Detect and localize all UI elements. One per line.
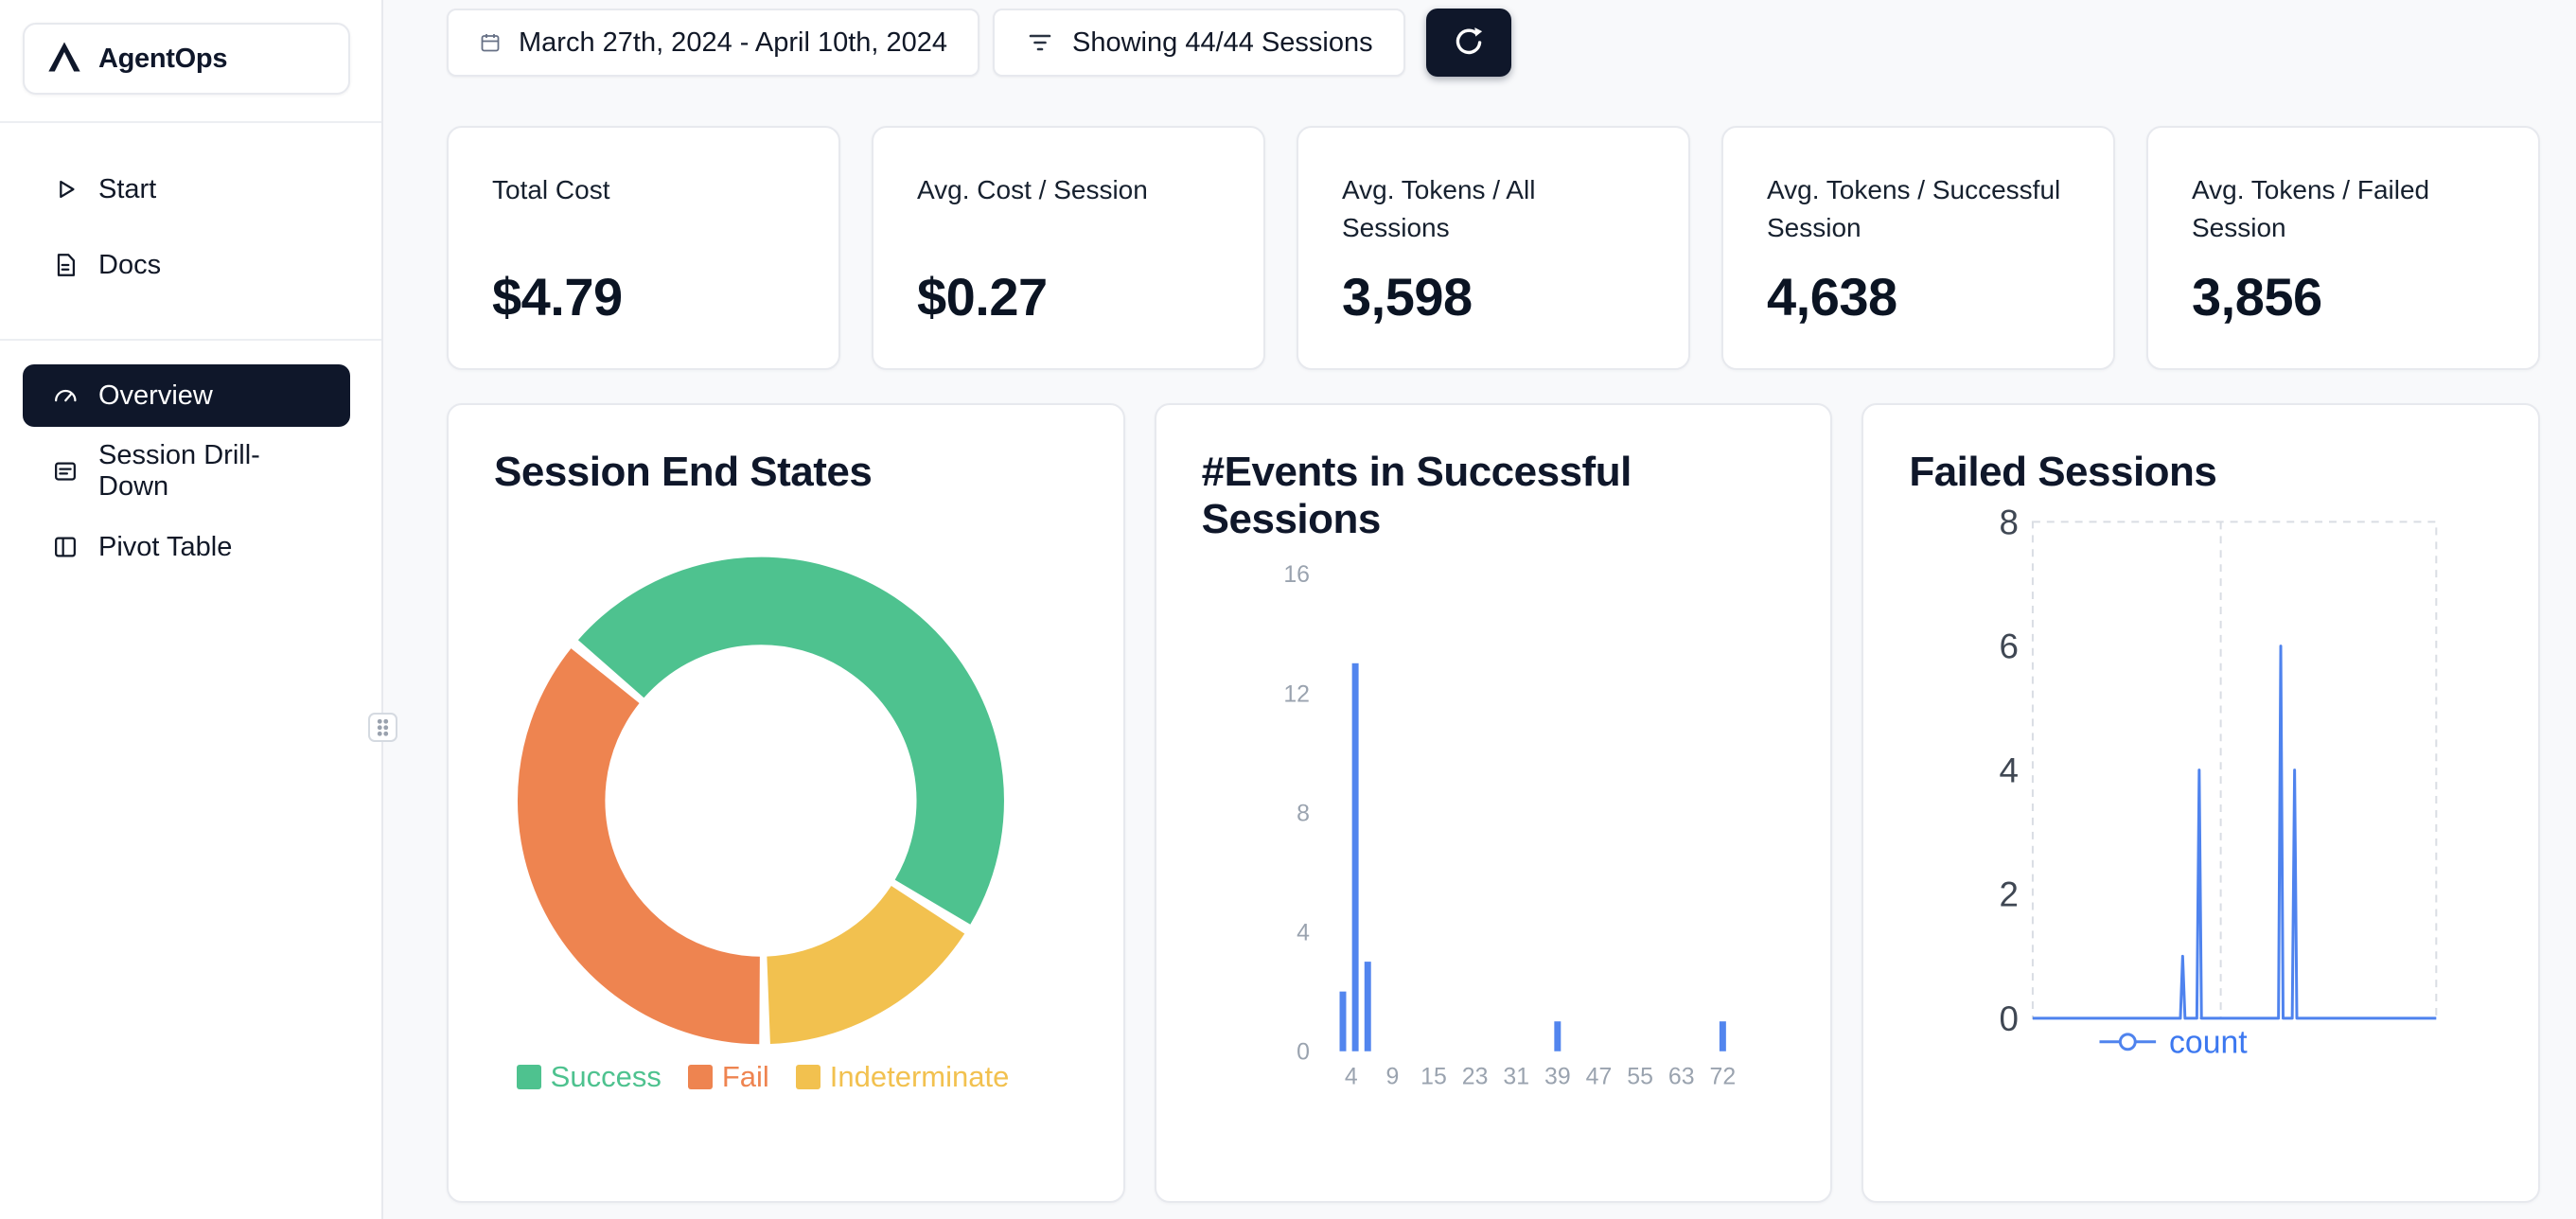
grip-dots-icon (377, 717, 389, 737)
play-icon (60, 180, 75, 199)
legend-item-fail[interactable]: Fail (687, 1060, 769, 1094)
events-histogram-card: #Events in Successful Sessions 0 4 8 12 16 4 9… (1154, 403, 1833, 1203)
failed-sessions-chart[interactable]: 0 2 4 6 8 count (1863, 405, 2538, 1201)
stat-label: Avg. Tokens / Successful Session (1767, 175, 2061, 242)
main-content: March 27th, 2024 - April 10th, 2024 Show… (383, 0, 2576, 1219)
svg-text:2: 2 (2000, 875, 2019, 914)
sidebar-item-label: Docs (98, 249, 162, 280)
sidebar-item-label: Session Drill-Down (98, 440, 260, 502)
svg-text:47: 47 (1585, 1064, 1612, 1090)
stat-label: Total Cost (492, 175, 610, 204)
svg-text:0: 0 (2000, 999, 2019, 1038)
stat-card-avg-tokens-all: Avg. Tokens / All Sessions 3,598 (1297, 126, 1690, 370)
sidebar-item-label: Pivot Table (98, 531, 233, 562)
svg-text:39: 39 (1544, 1064, 1571, 1090)
calendar-icon (481, 34, 500, 52)
legend-item-success[interactable]: Success (516, 1060, 662, 1094)
svg-text:12: 12 (1283, 680, 1310, 707)
legend-swatch (516, 1065, 541, 1089)
svg-text:31: 31 (1503, 1064, 1529, 1090)
gauge-icon (55, 389, 77, 402)
filter-icon (1029, 34, 1051, 51)
session-end-states-card: Session End States Success Fail Indetermin… (447, 403, 1125, 1203)
stat-label: Avg. Tokens / Failed Session (2192, 175, 2430, 242)
failed-sessions-card: Failed Sessions 0 2 4 6 8 count (1861, 403, 2540, 1203)
donut-legend: Success Fail Indeterminate (449, 1060, 1077, 1094)
legend-swatch (687, 1065, 713, 1089)
svg-text:4: 4 (1297, 920, 1310, 946)
stat-value: 3,598 (1342, 267, 1473, 327)
events-histogram-chart[interactable]: 0 4 8 12 16 4 9 15 23 31 39 47 55 63 72 (1156, 405, 1831, 1201)
legend-item-indeterminate[interactable]: Indeterminate (795, 1060, 1010, 1094)
sidebar: AgentOps Start Docs Overview (0, 0, 397, 1219)
svg-text:9: 9 (1385, 1064, 1399, 1090)
stat-label: Avg. Cost / Session (917, 175, 1148, 204)
svg-text:count: count (2169, 1025, 2248, 1061)
stat-value: $4.79 (492, 267, 623, 327)
refresh-button[interactable] (1425, 9, 1511, 77)
svg-text:8: 8 (2000, 503, 2019, 541)
chart-title: #Events in Successful Sessions (1201, 449, 1632, 542)
agentops-logo-icon (45, 40, 83, 79)
svg-text:8: 8 (1297, 800, 1310, 826)
sidebar-divider (0, 121, 381, 123)
stat-value: $0.27 (917, 267, 1048, 327)
charts-row: Session End States Success Fail Indetermin… (447, 403, 2540, 1203)
sidebar-item-pivot-table[interactable]: Pivot Table (23, 516, 350, 578)
sidebar-item-docs[interactable]: Docs (23, 234, 350, 296)
svg-text:0: 0 (1297, 1039, 1310, 1066)
legend-label: Fail (721, 1060, 769, 1093)
sidebar-divider (0, 339, 381, 341)
stat-card-avg-tokens-successful: Avg. Tokens / Successful Session 4,638 (1721, 126, 2115, 370)
stat-label: Avg. Tokens / All Sessions (1342, 175, 1536, 242)
sidebar-item-start[interactable]: Start (23, 158, 350, 221)
legend-label: Success (550, 1060, 662, 1093)
sidebar-resize-handle[interactable] (368, 713, 397, 742)
svg-text:6: 6 (2000, 627, 2019, 665)
legend-label: Indeterminate (829, 1060, 1010, 1093)
date-range-label: March 27th, 2024 - April 10th, 2024 (519, 26, 948, 58)
stats-row: Total Cost $4.79 Avg. Cost / Session $0.… (447, 126, 2540, 370)
chart-title: Failed Sessions (1909, 449, 2217, 495)
session-end-states-chart[interactable] (449, 405, 1123, 1201)
topbar: March 27th, 2024 - April 10th, 2024 Show… (447, 9, 2540, 77)
sidebar-item-label: Overview (98, 380, 213, 411)
svg-text:15: 15 (1420, 1064, 1447, 1090)
logo[interactable]: AgentOps (23, 23, 350, 95)
refresh-icon (1456, 27, 1482, 55)
date-range-button[interactable]: March 27th, 2024 - April 10th, 2024 (447, 9, 980, 77)
svg-text:4: 4 (1344, 1064, 1357, 1090)
list-icon (55, 462, 76, 481)
sessions-filter-label: Showing 44/44 Sessions (1072, 26, 1373, 58)
chart-title: Session End States (494, 449, 873, 495)
legend-swatch (795, 1065, 820, 1089)
stat-value: 3,856 (2192, 267, 2322, 327)
docs-icon (57, 254, 76, 276)
stat-card-avg-cost-session: Avg. Cost / Session $0.27 (872, 126, 1265, 370)
svg-text:4: 4 (2000, 751, 2019, 790)
logo-text: AgentOps (98, 43, 228, 74)
svg-text:63: 63 (1668, 1064, 1695, 1090)
sidebar-item-overview[interactable]: Overview (23, 364, 350, 427)
svg-text:55: 55 (1627, 1064, 1653, 1090)
sidebar-item-session-drill-down[interactable]: Session Drill-Down (23, 440, 350, 503)
svg-text:72: 72 (1709, 1064, 1736, 1090)
stat-card-total-cost: Total Cost $4.79 (447, 126, 840, 370)
stat-card-avg-tokens-failed: Avg. Tokens / Failed Session 3,856 (2146, 126, 2540, 370)
sidebar-item-label: Start (98, 173, 157, 204)
stat-value: 4,638 (1767, 267, 1897, 327)
svg-text:16: 16 (1283, 561, 1310, 588)
pivot-table-icon (55, 537, 76, 557)
svg-text:23: 23 (1461, 1064, 1488, 1090)
sessions-filter-button[interactable]: Showing 44/44 Sessions (993, 9, 1405, 77)
